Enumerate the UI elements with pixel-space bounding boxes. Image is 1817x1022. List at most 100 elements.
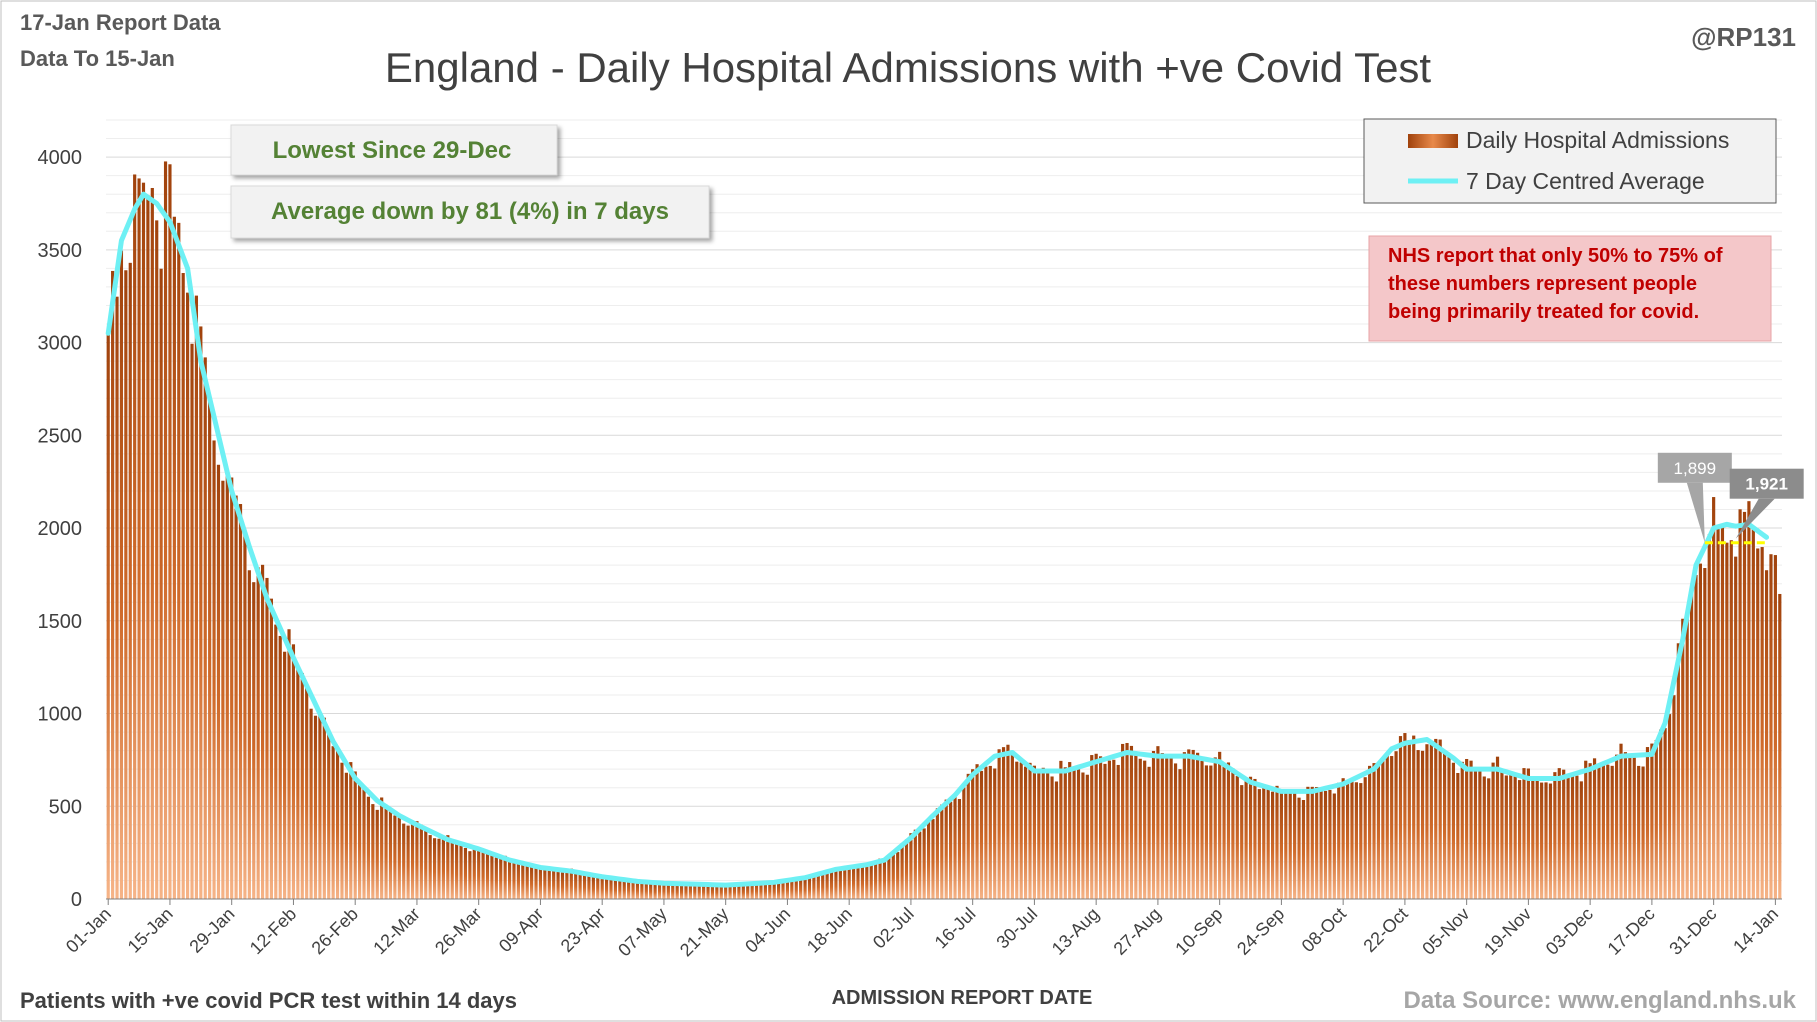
bar — [913, 829, 917, 899]
bar — [556, 872, 560, 899]
bar — [1615, 754, 1619, 899]
bar — [106, 331, 110, 899]
bar — [1354, 782, 1358, 899]
bar — [1663, 728, 1667, 899]
bar — [737, 884, 741, 899]
bar — [1187, 749, 1191, 899]
bar — [777, 883, 781, 899]
bar — [1085, 774, 1089, 899]
bar — [768, 882, 772, 899]
bar — [679, 884, 684, 899]
bar — [649, 883, 653, 899]
bar — [1178, 769, 1182, 899]
bar — [882, 859, 887, 899]
bar — [922, 828, 926, 899]
bar — [1107, 760, 1111, 899]
bar — [578, 872, 582, 899]
bar — [724, 884, 728, 899]
bar — [344, 772, 348, 899]
bar — [243, 533, 247, 899]
bar — [719, 884, 723, 899]
bar — [931, 819, 935, 899]
y-axis: 0 500 1000 1500 2000 2500 3000 3500 4000 — [38, 147, 83, 911]
bar — [799, 878, 803, 899]
bar — [926, 821, 931, 899]
bar — [1037, 770, 1041, 899]
bar — [869, 864, 873, 899]
bar — [234, 495, 238, 899]
bar — [1553, 772, 1557, 899]
y-tick-label: 4000 — [38, 147, 83, 169]
bar — [247, 570, 251, 899]
annotation-box — [1657, 452, 1732, 483]
y-tick-label: 3000 — [38, 333, 83, 355]
bar — [1487, 778, 1491, 899]
bar — [1028, 762, 1032, 899]
bar — [635, 881, 640, 899]
bar — [1584, 760, 1588, 899]
bar — [706, 885, 710, 899]
bar — [1535, 777, 1539, 899]
bar — [1606, 764, 1610, 899]
bar — [490, 855, 494, 899]
bar — [565, 869, 569, 899]
bar — [1769, 554, 1773, 899]
bar — [366, 796, 371, 899]
bar — [1601, 762, 1605, 899]
bar — [631, 878, 635, 899]
bar — [119, 250, 124, 899]
bar — [1257, 789, 1261, 899]
bar — [538, 866, 543, 899]
bar — [560, 872, 565, 899]
bar — [962, 787, 966, 899]
bar — [1376, 762, 1381, 899]
bar — [115, 296, 119, 899]
bar — [1456, 773, 1460, 899]
bar — [358, 781, 362, 899]
bar — [194, 295, 199, 899]
bar — [1134, 754, 1138, 899]
bar — [1072, 769, 1076, 899]
bar — [1138, 758, 1142, 899]
bar — [133, 174, 137, 900]
footnote-pcr: Patients with +ve covid PCR test within … — [20, 988, 517, 1013]
bar — [1509, 771, 1513, 899]
bar — [781, 879, 785, 899]
bar — [1098, 756, 1103, 899]
bar — [671, 882, 675, 899]
bar — [640, 881, 644, 899]
bar — [1337, 782, 1341, 899]
annotation-box — [1729, 468, 1804, 499]
bar — [221, 480, 225, 899]
bar — [1231, 768, 1235, 899]
bar — [1200, 760, 1204, 899]
bar — [1597, 764, 1601, 899]
bar — [1403, 733, 1407, 899]
legend-label-bars: Daily Hospital Admissions — [1466, 127, 1729, 153]
bar — [450, 840, 454, 899]
bar — [1416, 750, 1420, 899]
bar — [269, 598, 273, 899]
bar — [1412, 735, 1416, 899]
callout-average-change: Average down by 81 (4%) in 7 days — [230, 185, 710, 239]
bar — [1645, 747, 1650, 899]
bar — [746, 884, 750, 899]
bar — [1540, 782, 1544, 899]
bar — [657, 881, 662, 899]
nhs-note-line-3: being primarily treated for covid. — [1388, 301, 1699, 323]
bar — [1641, 766, 1645, 899]
bar — [1368, 765, 1372, 899]
bar — [1275, 785, 1279, 899]
bar — [1284, 790, 1288, 899]
bar — [1473, 769, 1478, 899]
bar — [1381, 760, 1385, 899]
bar — [949, 801, 953, 899]
bar — [794, 878, 798, 899]
bar — [763, 882, 767, 899]
bar — [1306, 786, 1310, 899]
bar — [1301, 800, 1306, 899]
bar — [653, 884, 657, 899]
bar — [702, 884, 706, 899]
bar — [300, 672, 304, 899]
bar — [1151, 750, 1156, 899]
